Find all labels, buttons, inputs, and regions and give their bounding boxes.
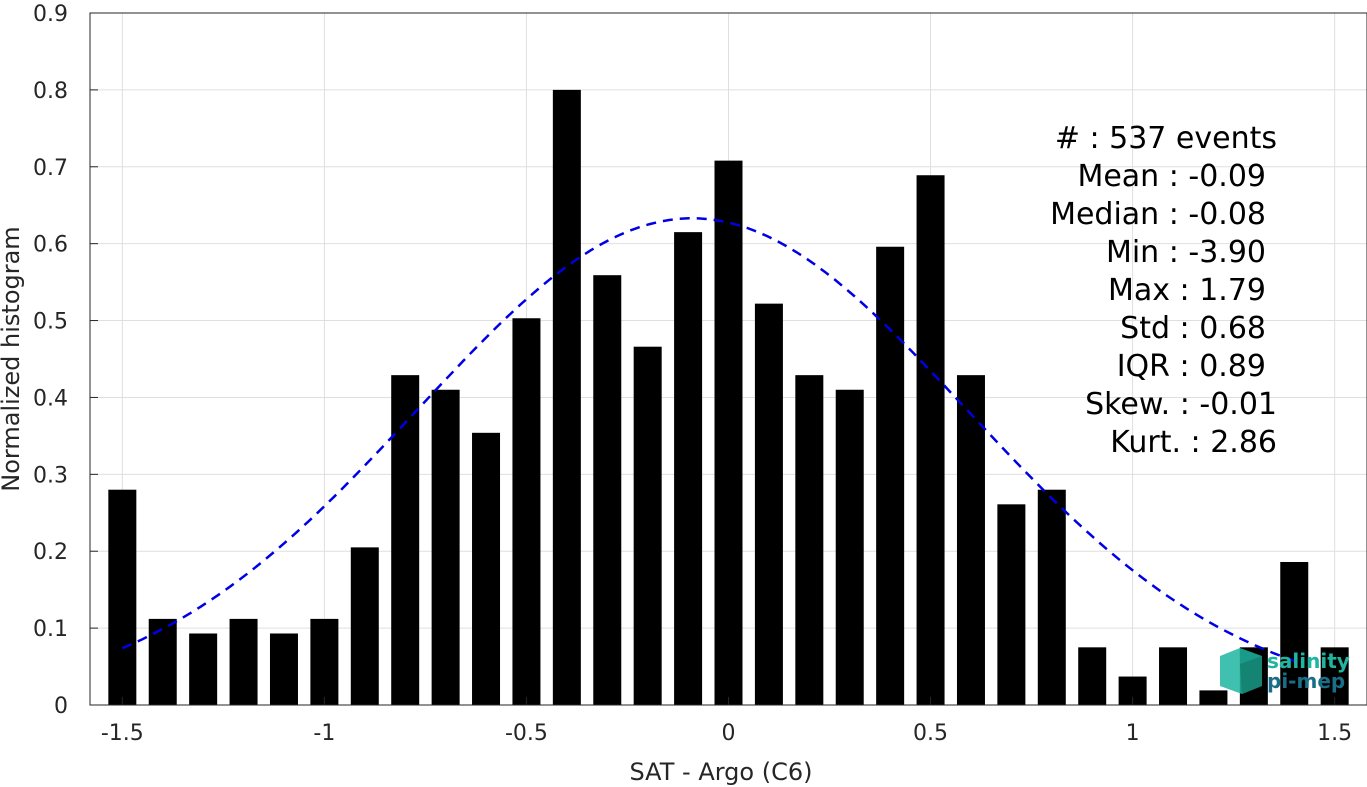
histogram-bar bbox=[1320, 647, 1349, 705]
y-tick-label: 0.2 bbox=[33, 540, 68, 565]
histogram-bar bbox=[431, 389, 460, 705]
x-tick-label: -1 bbox=[313, 721, 335, 746]
gaussian-fit-line bbox=[121, 217, 1295, 663]
stats-box: # : 537 events Mean : -0.09 Median : -0.… bbox=[1050, 121, 1277, 460]
histogram-bar bbox=[916, 175, 945, 706]
stats-skew: Skew. : -0.01 bbox=[1085, 387, 1277, 422]
bars bbox=[108, 89, 1349, 706]
histogram-bar bbox=[714, 160, 743, 706]
histogram-bar bbox=[310, 618, 339, 705]
histogram-bar bbox=[108, 489, 137, 705]
y-tick-label: 0.4 bbox=[33, 386, 68, 411]
y-tick-label: 0.6 bbox=[33, 233, 68, 258]
histogram-bar bbox=[795, 375, 824, 705]
histogram-bar bbox=[1037, 489, 1066, 705]
histogram-bar bbox=[512, 318, 541, 705]
y-axis-label: Normalized histogram bbox=[0, 226, 25, 491]
logo-text-salinity: salinity bbox=[1267, 649, 1350, 673]
stats-std: Std : 0.68 bbox=[1120, 311, 1266, 346]
logo-text-pimep: pi-mep bbox=[1267, 669, 1345, 693]
stats-iqr: IQR : 0.89 bbox=[1117, 349, 1266, 384]
y-tick-label: 0.7 bbox=[33, 156, 68, 181]
y-tick-label: 0 bbox=[54, 694, 68, 719]
histogram-bar bbox=[229, 618, 258, 705]
histogram-bar bbox=[189, 633, 218, 705]
histogram-bar bbox=[269, 633, 298, 705]
x-tick-label: 0 bbox=[722, 721, 736, 746]
histogram-bar bbox=[754, 303, 783, 705]
histogram-bar bbox=[876, 246, 905, 705]
x-tick-label: 1 bbox=[1126, 721, 1140, 746]
histogram-bar bbox=[956, 375, 985, 705]
histogram-bar bbox=[1159, 647, 1188, 705]
stats-min: Min : -3.90 bbox=[1106, 235, 1266, 270]
histogram-bar bbox=[835, 389, 864, 705]
x-axis-label: SAT - Argo (C6) bbox=[630, 758, 813, 786]
y-tick-label: 0.3 bbox=[33, 463, 68, 488]
x-tick-label: 0.5 bbox=[913, 721, 948, 746]
ticks: -1.5 -1 -0.5 0 0.5 1 1.5 0 0.1 0.2 0.3 0.4 0.5 0.6 0.7… bbox=[33, 2, 1352, 746]
y-tick-label: 0.9 bbox=[33, 2, 68, 27]
histogram-bar bbox=[552, 89, 581, 705]
gaussian-fit bbox=[121, 217, 1295, 663]
histogram-bar bbox=[148, 618, 177, 705]
stats-kurt: Kurt. : 2.86 bbox=[1110, 425, 1277, 460]
salinity-pimep-logo: salinity pi-mep bbox=[1220, 648, 1350, 694]
histogram-bar bbox=[1199, 690, 1228, 705]
x-tick-label: 1.5 bbox=[1317, 721, 1352, 746]
logo-cube-face bbox=[1240, 656, 1262, 694]
histogram-bar bbox=[997, 504, 1026, 705]
histogram-bar bbox=[391, 375, 420, 705]
stats-events: # : 537 events bbox=[1055, 121, 1277, 156]
stats-max: Max : 1.79 bbox=[1108, 273, 1266, 308]
x-tick-label: -0.5 bbox=[505, 721, 548, 746]
y-tick-label: 0.5 bbox=[33, 310, 68, 335]
histogram-bar bbox=[1280, 561, 1309, 705]
y-tick-label: 0.1 bbox=[33, 617, 68, 642]
stats-mean: Mean : -0.09 bbox=[1077, 159, 1266, 194]
histogram-bar bbox=[593, 275, 622, 705]
histogram-bar bbox=[350, 547, 379, 705]
histogram-bar bbox=[1078, 647, 1107, 705]
x-tick-label: -1.5 bbox=[101, 721, 144, 746]
histogram-bar bbox=[633, 346, 662, 705]
histogram-bar bbox=[472, 432, 501, 705]
y-tick-label: 0.8 bbox=[33, 79, 68, 104]
stats-median: Median : -0.08 bbox=[1050, 197, 1266, 232]
histogram-bar bbox=[674, 232, 703, 705]
